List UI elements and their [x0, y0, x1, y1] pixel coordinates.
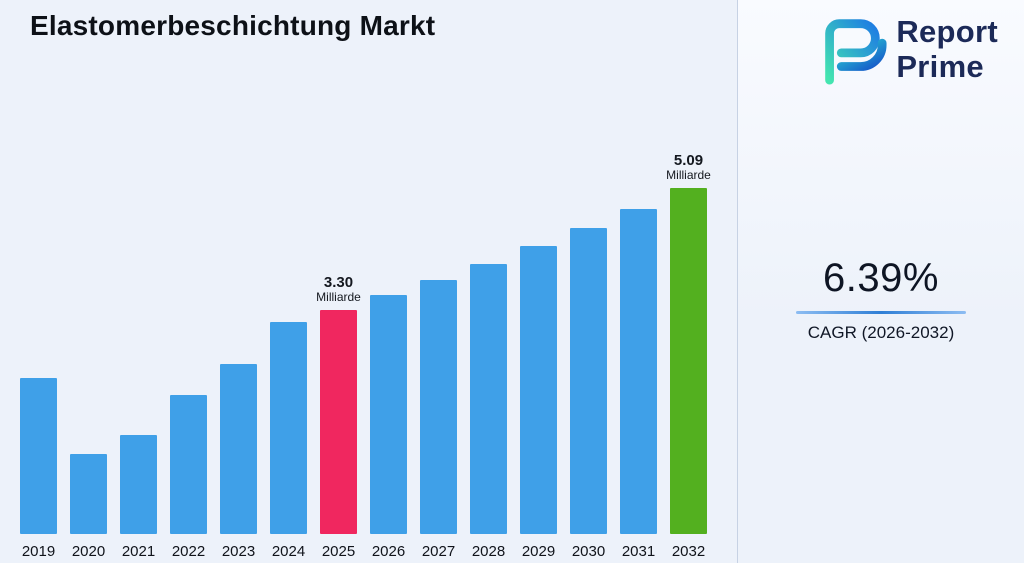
bar-2020 — [70, 454, 107, 534]
bar-group-2023: 2023 — [220, 364, 257, 560]
bar-2028 — [470, 264, 507, 534]
cagr-block: 6.39% CAGR (2026-2032) — [738, 256, 1024, 343]
bar-unit-2032: Milliarde — [666, 168, 711, 183]
bar-group-2027: 2027 — [420, 280, 457, 560]
bar-value-2032: 5.09 — [673, 151, 704, 169]
bar-value-label-2032: 5.09 Milliarde — [666, 152, 711, 183]
logo-word-report: Report — [896, 14, 998, 49]
x-tick-2032: 2032 — [671, 543, 706, 560]
x-tick-2028: 2028 — [471, 543, 506, 560]
bar-2021 — [120, 435, 157, 534]
bar-2027 — [420, 280, 457, 534]
x-tick-2025: 2025 — [321, 543, 356, 560]
bar-group-2029: 2029 — [520, 246, 557, 560]
x-tick-2030: 2030 — [571, 543, 606, 560]
bar-value-label-2025: 3.30 Milliarde — [316, 274, 361, 305]
x-tick-2029: 2029 — [521, 543, 556, 560]
bar-2023 — [220, 364, 257, 534]
report-prime-logo: Report Prime — [812, 12, 998, 86]
logo-wordmark: Report Prime — [896, 14, 998, 84]
bottom-strip — [0, 563, 1024, 576]
bar-2022 — [170, 395, 207, 534]
x-tick-2024: 2024 — [271, 543, 306, 560]
cagr-underline — [796, 311, 966, 314]
bar-group-2032: 5.09 Milliarde 2032 — [666, 152, 711, 560]
bar-2025 — [320, 310, 357, 534]
bar-group-2024: 2024 — [270, 322, 307, 560]
bar-chart: 2019 2020 2021 2022 2023 2024 3.30 Milliarde 202… — [20, 152, 711, 560]
x-tick-2019: 2019 — [21, 543, 56, 560]
bar-group-2022: 2022 — [170, 395, 207, 560]
page-title: Elastomerbeschichtung Markt — [30, 10, 436, 41]
bar-group-2031: 2031 — [620, 209, 657, 560]
bar-unit-2025: Milliarde — [316, 290, 361, 305]
x-tick-2023: 2023 — [221, 543, 256, 560]
bar-2026 — [370, 295, 407, 534]
x-tick-2031: 2031 — [621, 543, 656, 560]
bar-group-2030: 2030 — [570, 228, 607, 560]
bar-group-2026: 2026 — [370, 295, 407, 560]
vertical-divider — [737, 0, 738, 576]
cagr-label: CAGR (2026-2032) — [807, 323, 955, 342]
bar-group-2025: 3.30 Milliarde 2025 — [316, 274, 361, 560]
bar-2029 — [520, 246, 557, 534]
x-tick-2020: 2020 — [71, 543, 106, 560]
x-tick-2022: 2022 — [171, 543, 206, 560]
bar-2032 — [670, 188, 707, 534]
report-prime-logo-icon — [825, 19, 887, 85]
bar-group-2019: 2019 — [20, 378, 57, 560]
bar-2031 — [620, 209, 657, 534]
bar-value-2025: 3.30 — [323, 273, 354, 291]
x-tick-2021: 2021 — [121, 543, 156, 560]
bar-2024 — [270, 322, 307, 534]
bar-group-2021: 2021 — [120, 435, 157, 560]
bar-2019 — [20, 378, 57, 534]
x-tick-2026: 2026 — [371, 543, 406, 560]
logo-word-prime: Prime — [896, 49, 984, 84]
bar-group-2028: 2028 — [470, 264, 507, 560]
right-panel: Report Prime 6.39% CAGR (2026-2032) — [738, 0, 1024, 576]
cagr-value: 6.39% — [823, 256, 939, 300]
x-tick-2027: 2027 — [421, 543, 456, 560]
bar-group-2020: 2020 — [70, 454, 107, 560]
bar-2030 — [570, 228, 607, 534]
